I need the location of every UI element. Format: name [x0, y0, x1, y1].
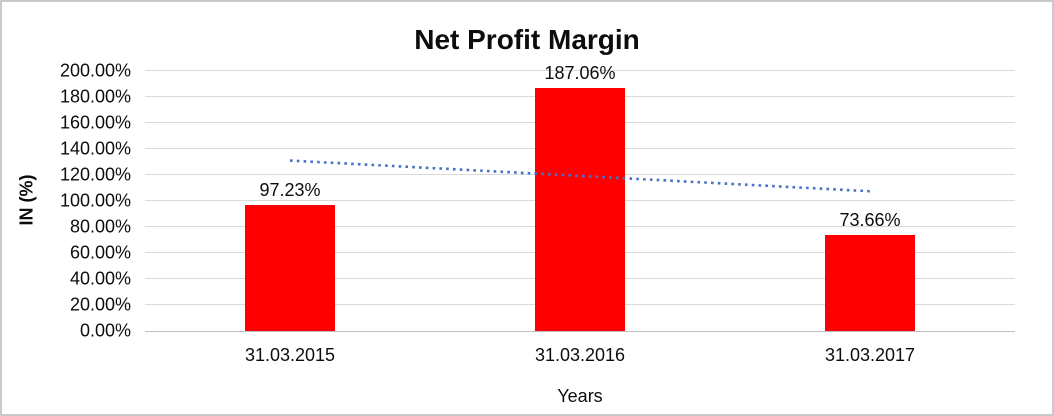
y-tick-label: 140.00% — [59, 138, 131, 159]
x-axis-title: Years — [557, 386, 603, 406]
y-tick-label: 200.00% — [59, 60, 131, 81]
gridline — [145, 331, 1015, 332]
plot-area: 97.23% 187.06% 73.66% — [145, 63, 1015, 332]
y-tick-label: 0.00% — [79, 320, 131, 341]
x-tick-label: 31.03.2017 — [824, 345, 916, 365]
y-axis-title: IN (%) — [16, 174, 37, 226]
bar-data-label: 187.06% — [544, 62, 616, 83]
bar-31.03.2016 — [535, 87, 625, 331]
y-tick-label: 160.00% — [59, 112, 131, 133]
y-tick-label: 40.00% — [69, 268, 131, 289]
chart-title: Net Profit Margin — [414, 24, 640, 55]
gridline — [145, 70, 1015, 71]
bar-31.03.2017 — [825, 235, 915, 331]
y-tick-label: 120.00% — [59, 164, 131, 185]
y-tick-label: 60.00% — [69, 242, 131, 263]
y-tick-label: 180.00% — [59, 86, 131, 107]
bar-31.03.2015 — [245, 204, 335, 331]
y-tick-label: 100.00% — [59, 190, 131, 211]
y-tick-label: 20.00% — [69, 294, 131, 315]
bar-data-label: 97.23% — [259, 179, 321, 200]
y-tick-label: 80.00% — [69, 216, 131, 237]
x-tick-label: 31.03.2015 — [244, 345, 336, 365]
bar-data-label: 73.66% — [839, 210, 901, 231]
x-tick-label: 31.03.2016 — [534, 345, 626, 365]
